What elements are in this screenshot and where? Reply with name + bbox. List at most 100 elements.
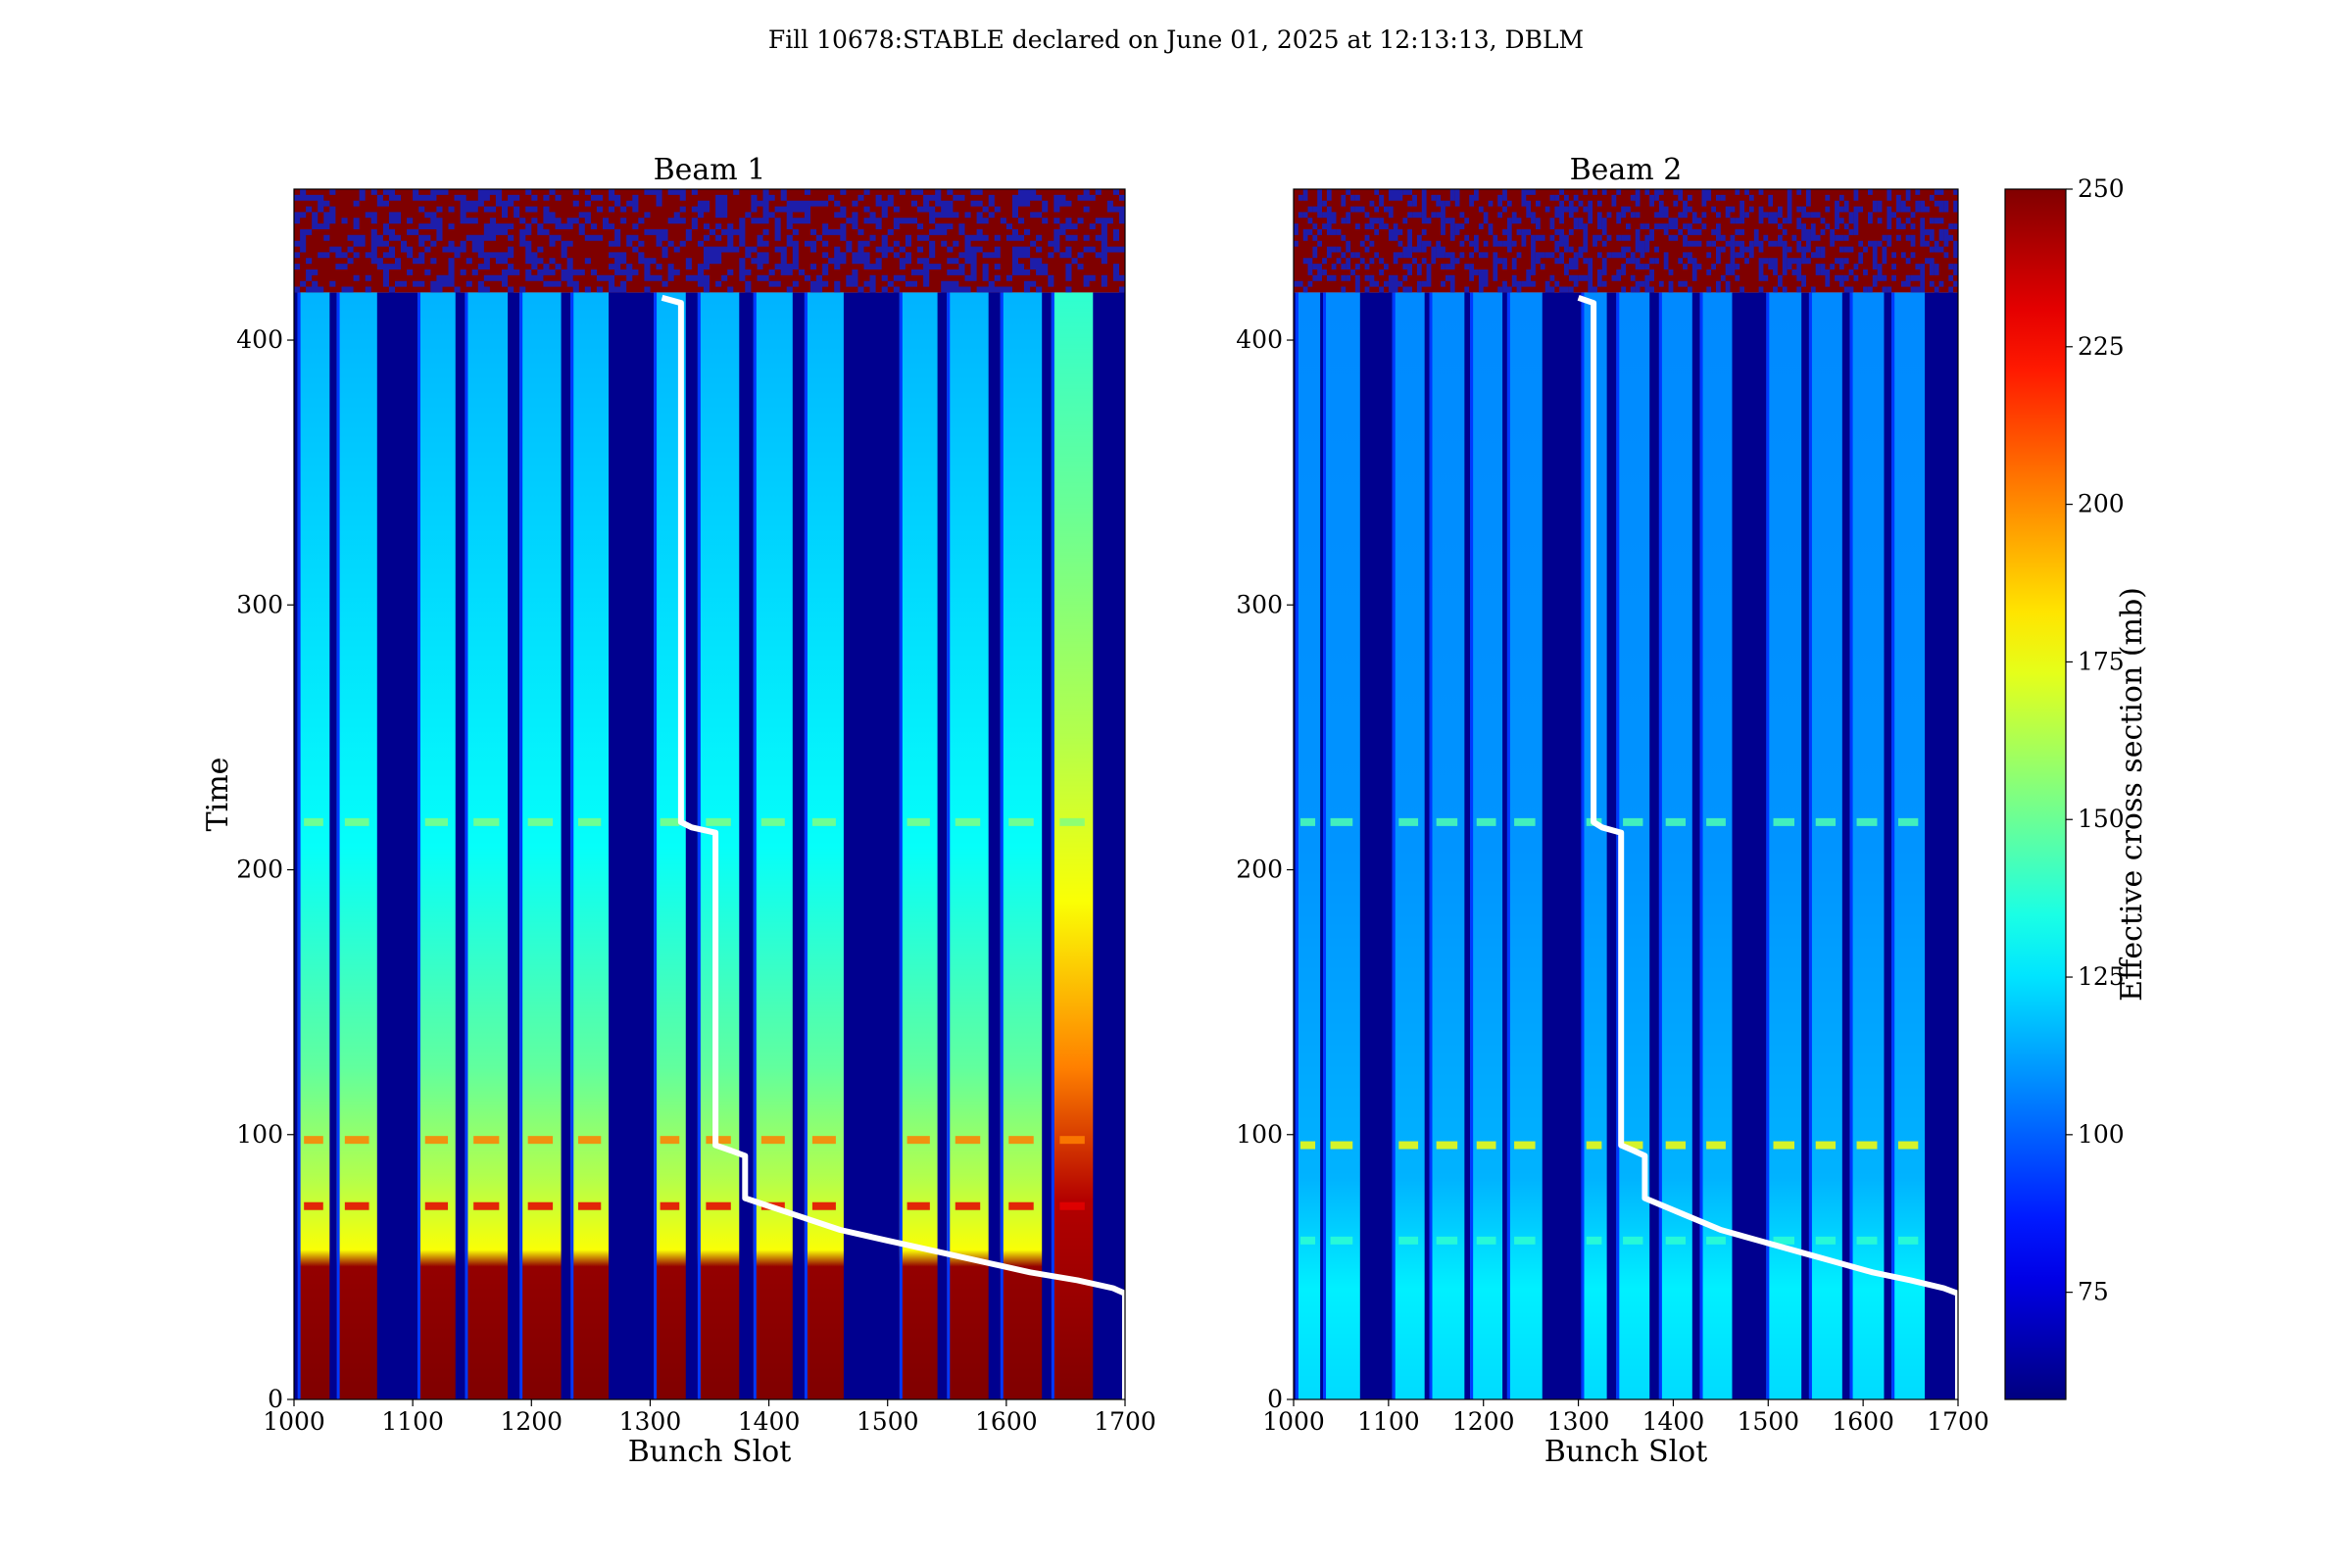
bunch-train-column xyxy=(1051,292,1094,1400)
time-feature-band xyxy=(473,1201,500,1210)
train-edge xyxy=(1808,292,1812,1400)
bunch-train-column xyxy=(947,292,989,1400)
y-tick-label: 100 xyxy=(1236,1120,1283,1149)
train-edge xyxy=(1295,292,1298,1400)
time-feature-band xyxy=(424,1201,449,1210)
train-edge xyxy=(1051,292,1054,1400)
x-axis-label: Bunch Slot xyxy=(1544,1435,1708,1469)
bunch-train-column xyxy=(1891,292,1926,1400)
bunch-train-column xyxy=(465,292,509,1400)
bunch-train-column xyxy=(1658,292,1692,1400)
colorbar-label: Effective cross section (mb) xyxy=(2115,587,2149,1002)
train-edge xyxy=(297,292,301,1400)
y-tick-label: 0 xyxy=(268,1385,283,1413)
time-feature-band xyxy=(1815,817,1837,826)
time-feature-band xyxy=(1330,1141,1353,1150)
axes-frame xyxy=(1293,188,1959,1400)
time-feature-band xyxy=(1299,817,1316,826)
noise-band-speckle xyxy=(1294,189,1958,293)
panel-title: Beam 2 xyxy=(1570,153,1683,187)
time-feature-band xyxy=(304,1201,323,1210)
time-feature-band xyxy=(1665,1141,1687,1150)
time-feature-band xyxy=(1586,1236,1602,1245)
panel-beam2: Beam 2 1000 1100 1200 1300 1400 1500 1600 1700 0 1… xyxy=(1236,153,1989,1469)
time-feature-band xyxy=(1773,1141,1795,1150)
time-feature-band xyxy=(1299,1141,1316,1150)
time-feature-band xyxy=(660,1136,680,1145)
bunch-train-column xyxy=(416,292,456,1400)
time-feature-band xyxy=(1059,817,1085,826)
train-edge xyxy=(753,292,757,1400)
y-tick-label: 0 xyxy=(1267,1385,1283,1413)
bunch-train-column xyxy=(336,292,377,1400)
bunch-train-column xyxy=(297,292,330,1400)
train-edge xyxy=(1658,292,1662,1400)
time-feature-band xyxy=(527,1201,554,1210)
colorbar-tick-label: 125 xyxy=(2078,962,2125,991)
train-edge xyxy=(1323,292,1327,1400)
bunch-train-column xyxy=(1808,292,1842,1400)
colorbar: 75 100 125 150 175 200 225 250 Effective cross s… xyxy=(2004,174,2149,1400)
colorbar-tick-label: 150 xyxy=(2078,805,2125,833)
train-edge xyxy=(519,292,523,1400)
panel-title: Beam 1 xyxy=(654,153,766,187)
time-feature-band xyxy=(706,817,731,826)
bunch-train-column xyxy=(753,292,793,1400)
train-edge xyxy=(1470,292,1474,1400)
x-axis-label: Bunch Slot xyxy=(628,1435,792,1469)
time-feature-band xyxy=(1398,1141,1419,1150)
bunch-train-column xyxy=(1429,292,1465,1400)
colorbar-tick-label: 175 xyxy=(2078,647,2125,675)
bunch-train-column xyxy=(570,292,610,1400)
bunch-train-column xyxy=(1323,292,1360,1400)
time-feature-band xyxy=(424,1136,449,1145)
time-feature-band xyxy=(1436,1141,1458,1150)
time-feature-band xyxy=(1665,817,1687,826)
y-tick-label: 400 xyxy=(236,325,283,354)
reference-line xyxy=(1577,294,1961,1399)
time-feature-band xyxy=(1059,1136,1085,1145)
time-feature-band xyxy=(1586,1141,1602,1150)
x-tick-label: 1200 xyxy=(500,1407,563,1436)
time-feature-band xyxy=(304,817,323,826)
noise-band-speckle xyxy=(294,189,1125,293)
colorbar-tick-label: 250 xyxy=(2078,174,2125,203)
y-tick-label: 300 xyxy=(1236,590,1283,618)
bunch-train-column xyxy=(1295,292,1321,1400)
time-feature-band xyxy=(578,817,602,826)
time-feature-band xyxy=(1897,1141,1919,1150)
train-edge xyxy=(654,292,658,1400)
time-feature-band xyxy=(424,817,449,826)
time-feature-band xyxy=(1436,817,1458,826)
train-edge xyxy=(1392,292,1396,1400)
x-tick-label: 1500 xyxy=(1737,1407,1799,1436)
time-feature-band xyxy=(906,1201,930,1210)
x-tick-label: 1300 xyxy=(619,1407,682,1436)
time-feature-band xyxy=(1706,1141,1726,1150)
time-feature-band xyxy=(906,1136,930,1145)
time-feature-band xyxy=(955,817,981,826)
time-feature-band xyxy=(304,1136,323,1145)
y-tick-label: 400 xyxy=(1236,325,1283,354)
time-feature-band xyxy=(1706,1236,1726,1245)
x-tick-label: 1400 xyxy=(1642,1407,1705,1436)
time-feature-band xyxy=(1514,817,1536,826)
train-edge xyxy=(697,292,701,1400)
colorbar-tick-label: 100 xyxy=(2078,1120,2125,1149)
x-tick-label: 1100 xyxy=(1357,1407,1420,1436)
train-edge xyxy=(416,292,420,1400)
time-feature-band xyxy=(344,1201,369,1210)
bunch-train-column xyxy=(1392,292,1425,1400)
time-feature-band xyxy=(578,1136,602,1145)
train-edge xyxy=(336,292,340,1400)
time-feature-band xyxy=(1059,1201,1085,1210)
bunch-train-column xyxy=(519,292,562,1400)
time-feature-band xyxy=(1008,817,1034,826)
time-feature-band xyxy=(1856,1141,1878,1150)
time-feature-band xyxy=(955,1201,981,1210)
train-edge xyxy=(1429,292,1433,1400)
panel-beam1: Beam 1 1000 1100 1200 1300 1400 1500 1600 1700 0 1… xyxy=(201,153,1156,1469)
colorbar-gradient xyxy=(2004,188,2067,1400)
train-edge xyxy=(465,292,468,1400)
time-feature-band xyxy=(660,1201,680,1210)
